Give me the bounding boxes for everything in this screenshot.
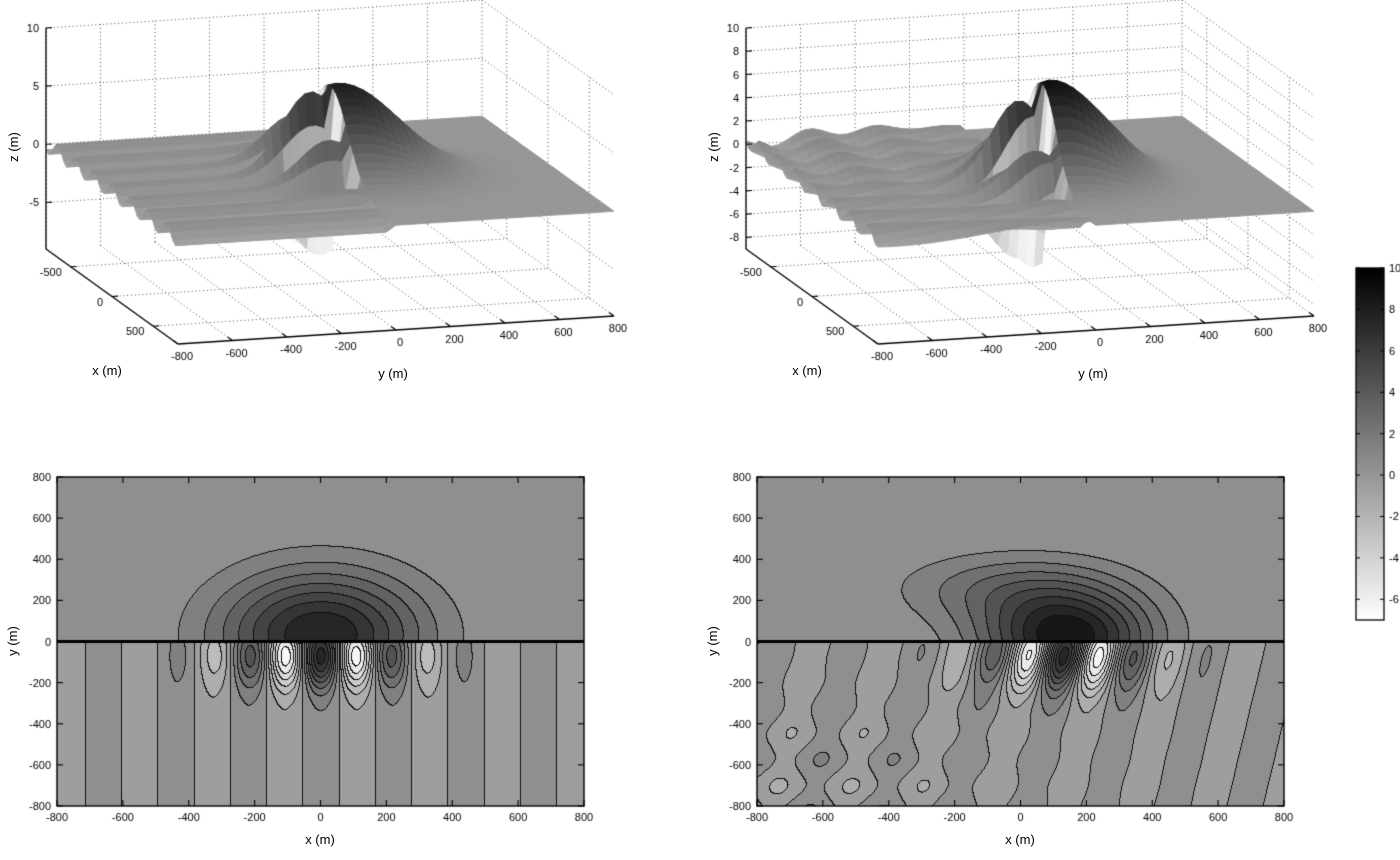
contour-plot-bottom-right — [700, 432, 1400, 860]
contour-plot-bottom-left — [0, 432, 700, 860]
contour-right-xlabel: x (m) — [1005, 832, 1035, 847]
surf-right-ylabel: y (m) — [1078, 366, 1108, 381]
surf-right-xlabel: x (m) — [792, 363, 822, 378]
surf-left-xlabel: x (m) — [92, 363, 122, 378]
contour-left-ylabel: y (m) — [5, 626, 20, 656]
contour-right-ylabel: y (m) — [705, 626, 720, 656]
surf-left-ylabel: y (m) — [378, 366, 408, 381]
surf-left-zlabel: z (m) — [6, 132, 21, 162]
surf-right-zlabel: z (m) — [706, 132, 721, 162]
contour-left-xlabel: x (m) — [305, 832, 335, 847]
surface-plot-top-left — [0, 0, 700, 430]
colorbar — [1340, 252, 1400, 642]
surface-plot-top-right — [700, 0, 1400, 430]
